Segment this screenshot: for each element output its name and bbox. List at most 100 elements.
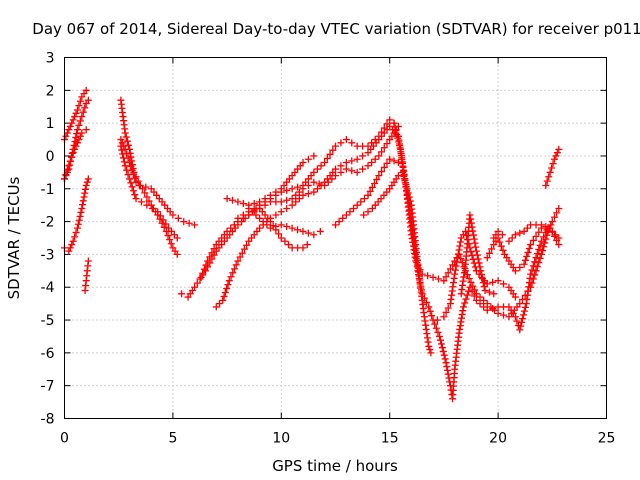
data-point (359, 152, 367, 160)
data-series-5 (81, 257, 92, 295)
data-series-2 (61, 96, 92, 183)
data-point (266, 218, 274, 226)
data-point (299, 191, 307, 199)
data-point (76, 97, 84, 105)
data-point (451, 270, 459, 278)
data-point (81, 104, 89, 112)
data-point (523, 224, 531, 232)
data-point (494, 277, 502, 285)
data-point (520, 227, 528, 235)
data-point (256, 224, 264, 232)
data-point (494, 309, 502, 317)
data-point (76, 212, 84, 220)
data-point (480, 283, 488, 291)
data-point (80, 193, 88, 201)
data-point (335, 218, 343, 226)
data-point (466, 283, 474, 291)
data-point (239, 200, 247, 208)
data-point (224, 281, 232, 289)
data-point (323, 154, 331, 162)
data-series-24 (505, 221, 563, 249)
data-point (348, 139, 356, 147)
data-point (299, 244, 307, 252)
data-point (266, 191, 274, 199)
data-series-15 (332, 155, 402, 229)
data-point (373, 176, 381, 184)
data-point (494, 227, 502, 235)
data-point (472, 243, 480, 251)
y-tick-label: 2 (46, 83, 55, 99)
data-point (310, 178, 318, 186)
data-point (527, 241, 535, 249)
data-point (386, 116, 394, 124)
y-tick-label: 3 (46, 51, 55, 67)
data-point (444, 366, 452, 374)
data-point (511, 313, 519, 321)
data-point (342, 136, 350, 144)
data-point (473, 251, 481, 259)
data-series-25 (542, 145, 563, 189)
data-point (212, 303, 220, 311)
data-point (69, 237, 77, 245)
data-point (520, 260, 528, 268)
data-point (135, 181, 143, 189)
y-tick-label: -8 (41, 412, 55, 428)
data-point (457, 238, 465, 246)
data-point (160, 223, 168, 231)
data-point (124, 141, 132, 149)
data-point (76, 117, 84, 125)
data-point (480, 303, 488, 311)
data-point (193, 279, 201, 287)
data-point (236, 253, 244, 261)
data-point (121, 129, 129, 137)
data-point (476, 300, 484, 308)
data-point (353, 155, 361, 163)
data-point (277, 208, 285, 216)
data-point (390, 157, 398, 165)
data-point (277, 234, 285, 242)
data-point (238, 249, 246, 257)
data-point (516, 300, 524, 308)
data-point (119, 150, 127, 158)
data-point (449, 261, 457, 269)
data-point (426, 307, 434, 315)
data-point (441, 355, 449, 363)
data-point (452, 262, 460, 270)
data-point (535, 228, 543, 236)
data-point (539, 247, 547, 255)
data-point (541, 239, 549, 247)
data-point (536, 241, 544, 249)
data-point (500, 311, 508, 319)
data-point (529, 275, 537, 283)
y-tick-label: -3 (41, 247, 55, 263)
data-point (533, 250, 541, 258)
data-point (545, 173, 553, 181)
data-point (315, 180, 323, 188)
data-point (84, 96, 92, 104)
data-point (394, 172, 402, 180)
data-point (516, 326, 524, 334)
data-point (454, 250, 462, 258)
data-point (66, 157, 74, 165)
data-point (505, 237, 513, 245)
data-point (232, 261, 240, 269)
data-point (159, 216, 167, 224)
data-point (478, 275, 486, 283)
data-point (259, 218, 267, 226)
data-point (202, 261, 210, 269)
data-point (466, 211, 474, 219)
data-point (332, 221, 339, 229)
data-point (81, 185, 89, 193)
data-point (250, 200, 258, 208)
data-point (535, 259, 543, 267)
data-point (536, 255, 544, 263)
data-point (553, 236, 561, 244)
data-point (371, 155, 379, 163)
data-point (73, 130, 81, 138)
data-point (127, 162, 135, 170)
data-point (139, 185, 147, 193)
data-point (173, 250, 181, 258)
data-point (121, 145, 129, 153)
data-point (477, 267, 485, 275)
data-point (546, 224, 554, 232)
